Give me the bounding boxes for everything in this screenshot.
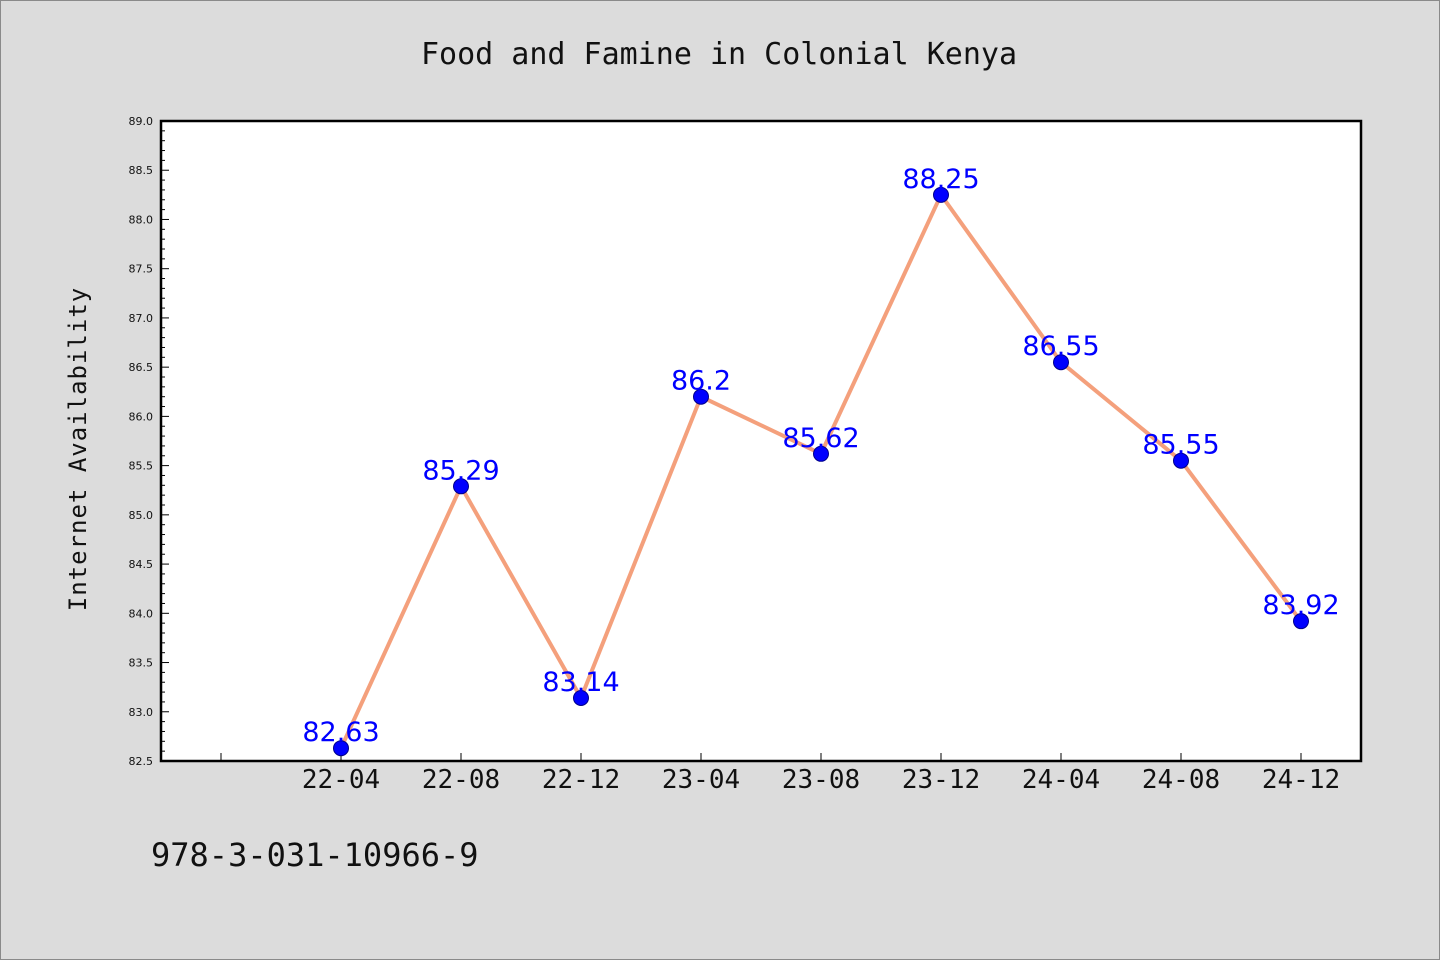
- x-tick-label: 24-12: [1262, 765, 1340, 795]
- data-label: 85.62: [782, 423, 859, 454]
- x-tick-label: 23-08: [782, 765, 860, 795]
- x-tick-label: 23-04: [662, 765, 740, 795]
- y-tick-label: 89.0: [129, 115, 154, 128]
- data-point: [573, 689, 589, 706]
- y-tick-label: 84.0: [129, 607, 154, 620]
- data-point: [453, 478, 469, 495]
- y-tick-label: 87.5: [129, 263, 154, 276]
- series-layer: [333, 186, 1309, 757]
- x-tick-label: 23-12: [902, 765, 980, 795]
- data-label: 88.25: [902, 164, 979, 195]
- y-tick-label: 86.5: [129, 361, 154, 374]
- data-point: [933, 186, 949, 203]
- data-label: 86.55: [1022, 331, 1099, 362]
- y-tick-label: 82.5: [129, 755, 154, 768]
- isbn-text: 978-3-031-10966-9: [151, 836, 479, 874]
- data-point: [813, 445, 829, 462]
- data-label: 86.2: [671, 366, 731, 397]
- x-tick-label: 24-08: [1142, 765, 1220, 795]
- y-tick-label: 86.0: [129, 410, 154, 423]
- y-tick-label: 83.0: [129, 706, 154, 719]
- y-axis-label: Internet Availability: [64, 287, 92, 611]
- data-point: [1053, 354, 1069, 371]
- x-tick-label: 24-04: [1022, 765, 1100, 795]
- y-tick-label: 88.0: [129, 213, 154, 226]
- data-label-layer: 82.63 85.29 83.14 86.2 85.62 88.25 86.55 85.55 8…: [302, 164, 1339, 748]
- x-tick-label: 22-04: [302, 765, 380, 795]
- plot-border: [159, 119, 1363, 763]
- data-label: 82.63: [302, 717, 379, 748]
- y-tick-label: 83.5: [129, 657, 154, 670]
- data-point: [1293, 613, 1309, 630]
- x-tick-label: 22-08: [422, 765, 500, 795]
- data-label: 83.92: [1262, 590, 1339, 621]
- plot-area: [161, 121, 1361, 761]
- x-tick-label: 22-12: [542, 765, 620, 795]
- data-label: 83.14: [542, 667, 619, 698]
- data-point: [333, 740, 349, 757]
- y-tick-label: 85.5: [129, 460, 154, 473]
- y-axis: 82.5 83.0 83.5 84.0 84.5 85.0 85.5 86.0 86.5 87.0…: [129, 115, 169, 768]
- x-axis: 22-04 22-08 22-12 23-04 23-08 23-12 24-04 24-08…: [220, 753, 1340, 795]
- data-label: 85.55: [1142, 430, 1219, 461]
- chart-title: Food and Famine in Colonial Kenya: [421, 37, 1017, 72]
- data-label: 85.29: [422, 455, 499, 486]
- y-tick-label: 88.5: [129, 164, 154, 177]
- y-tick-label: 84.5: [129, 558, 154, 571]
- data-point: [693, 388, 709, 405]
- y-tick-label: 87.0: [129, 312, 154, 325]
- y-tick-label: 85.0: [129, 509, 154, 522]
- data-point: [1173, 452, 1189, 469]
